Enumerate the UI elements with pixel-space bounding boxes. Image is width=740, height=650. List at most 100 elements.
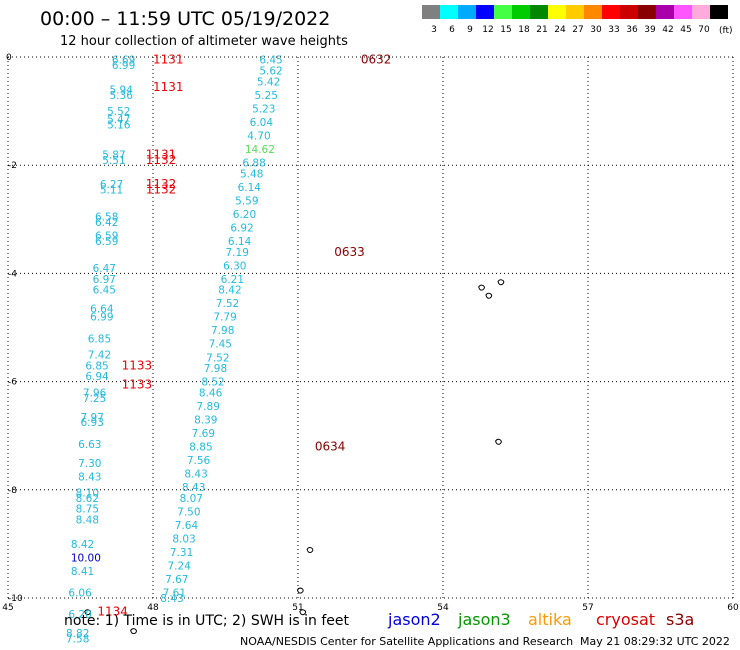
legend-swatch [710,5,728,19]
legend-swatch [620,5,638,19]
legend-swatch [602,5,620,19]
wave-height-label: 6.97 [93,274,116,286]
pass-time-label: 1133 [122,377,153,391]
legend-label: 45 [680,25,691,35]
wave-height-label: 7.30 [78,458,101,470]
wave-height-label: 5.42 [257,76,280,88]
legend-swatch [512,5,530,19]
wave-height-label: 7.64 [175,520,199,532]
land-outline [296,587,304,594]
color-scale-legend: 3 6 9 12 15 18 21 24 27 30 33 36 39 42 45 70 [422,5,728,35]
legend-label: 30 [590,25,602,35]
legend-label: 9 [467,25,473,35]
wave-height-label: 7.19 [226,247,249,259]
legend-swatch [440,5,458,19]
wave-height-label: 7.67 [165,574,188,586]
wave-height-label: 7.69 [192,428,215,440]
legend-swatch [656,5,674,19]
wave-height-label: 7.52 [206,352,229,364]
satellite-cryosat: cryosat [596,610,655,629]
pass-time-label: 1131 [153,53,184,67]
legend-unit: (ft) [719,26,733,36]
wave-height-label: 8.43 [182,482,205,494]
generated-time: May 21 08:29:32 UTC 2022 [580,635,730,648]
wave-height-label: 5.51 [102,155,125,167]
y-tick-label: -6 [8,378,17,388]
footer-note: note: 1) Time is in UTC; 2) SWH is in fe… [64,613,350,629]
land-outline [478,284,485,291]
credit-text: NOAA/NESDIS Center for Satellite Applica… [240,635,573,648]
y-tick-label: -4 [8,269,17,279]
legend-label: 24 [554,25,566,35]
wave-height-label: 8.42 [71,539,94,551]
legend-swatch [638,5,656,19]
satellite-jason2: jason2 [387,610,441,629]
wave-height-label: 6.59 [95,236,118,248]
wave-height-label: 6.20 [233,209,256,221]
wave-height-label: 7.97 [81,412,104,424]
wave-height-label: 7.96 [83,387,107,399]
wave-height-label: 6.14 [238,182,262,194]
satellite-s3a: s3a [666,610,694,629]
wave-height-label: 7.24 [168,561,192,573]
plot-area: 6.455.625.425.255.236.044.7014.626.885.4… [2,53,739,646]
x-tick-label: 51 [292,603,303,613]
pass-time-label: 0632 [361,53,392,67]
legend-label: 6 [449,25,455,35]
wave-height-label: 6.45 [259,55,282,67]
wave-height-label: 8.10 [76,488,99,500]
wave-height-label: 8.39 [194,414,217,426]
pass-time-label: 1132 [146,153,177,167]
wave-height-label: 6.59 [95,231,118,243]
wave-height-label: 6.63 [78,439,101,451]
pass-time-label: 1132 [146,177,177,191]
wave-height-label: 6.69 [112,55,135,67]
legend-swatch [494,5,512,19]
land-outline [306,547,314,553]
wave-height-label: 7.98 [211,325,234,337]
page-title: 00:00 – 11:59 UTC 05/19/2022 [40,8,330,30]
data-marks: 6.455.625.425.255.236.044.7014.626.885.4… [66,55,283,646]
wave-height-label: 6.92 [230,222,253,234]
wave-height-label: 5.47 [107,114,130,126]
pass-time-label: 0634 [315,440,346,454]
y-tick-label: 0 [6,53,12,63]
land-features [84,279,505,635]
grid-lines [7,56,734,599]
wave-height-label: 5.52 [107,106,130,118]
x-tick-label: 54 [437,603,449,613]
wave-height-label: 6.93 [81,417,104,429]
legend-label: 18 [518,25,530,35]
wave-height-label: 5.48 [240,168,263,180]
y-tick-label: -8 [8,486,17,496]
wave-height-label: 8.43 [184,469,207,481]
legend-swatch [584,5,602,19]
wave-height-label: 7.61 [163,588,186,600]
wave-height-label: 6.20 [68,609,91,621]
wave-height-label: 8.41 [71,566,94,578]
y-tick-label: -2 [8,161,17,171]
wave-height-label: 10.00 [71,552,101,564]
land-outline [485,292,493,299]
wave-height-label: 7.52 [216,298,239,310]
axis-ticks: 45 48 51 54 57 60 0 -2 -4 -6 -8 -10 [2,53,739,613]
legend-label: 3 [431,25,437,35]
wave-height-label: 7.58 [66,634,89,646]
x-tick-label: 57 [582,603,593,613]
wave-height-label: 7.25 [83,393,106,405]
land-outline [130,628,137,635]
wave-height-label: 6.85 [85,360,108,372]
legend-label: 12 [482,25,493,35]
wave-height-label: 7.50 [177,506,200,518]
wave-height-label: 5.25 [255,90,278,102]
wave-height-label: 6.64 [90,304,114,316]
legend-label: 36 [626,25,638,35]
wave-height-label: 8.82 [66,628,89,640]
wave-height-label: 4.70 [247,130,270,142]
wave-height-label: 6.30 [223,260,246,272]
legend-swatch [548,5,566,19]
wave-height-label: 5.23 [252,103,275,115]
wave-height-label: 5.11 [100,185,123,197]
wave-height-label: 7.45 [209,339,232,351]
legend-label: 21 [536,25,547,35]
